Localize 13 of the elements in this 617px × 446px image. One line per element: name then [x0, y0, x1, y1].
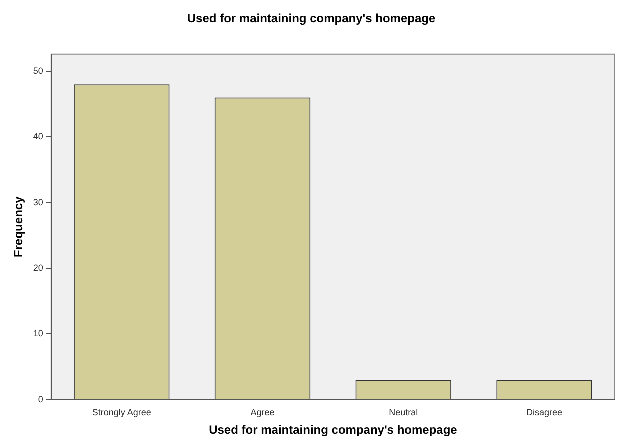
x-tick-label: Strongly Agree — [92, 408, 152, 418]
x-tick-label: Agree — [250, 408, 275, 418]
y-tick-label: 0 — [38, 394, 44, 404]
y-tick-label: 20 — [33, 262, 44, 273]
y-tick-label: 50 — [33, 66, 44, 76]
x-tick-label: Neutral — [389, 408, 418, 418]
chart-title: Used for maintaining company's homepage — [187, 12, 436, 26]
x-axis-title: Used for maintaining company's homepage — [209, 423, 458, 438]
y-tick-label: 10 — [33, 328, 44, 339]
y-axis-title: Frequency — [12, 196, 26, 258]
y-tick-label: 30 — [33, 197, 44, 208]
y-tick-label: 40 — [33, 132, 44, 142]
x-tick-label: Disagree — [526, 408, 563, 418]
